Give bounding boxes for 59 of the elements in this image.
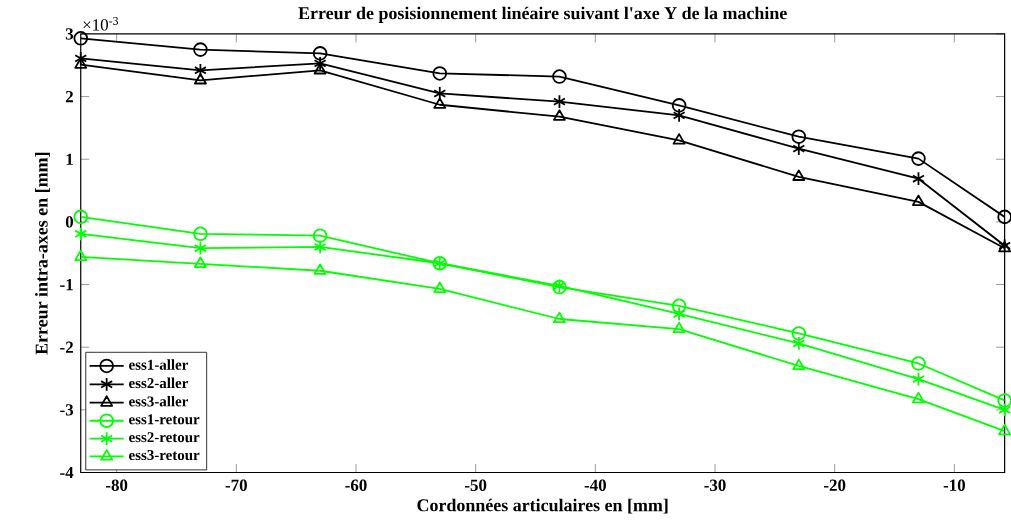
legend-label: ess1-retour	[129, 414, 200, 425]
point	[792, 169, 806, 181]
legend-label: ess1-aller	[129, 359, 189, 370]
point	[998, 402, 1011, 417]
point	[432, 66, 448, 81]
x-tick-label: -30	[704, 479, 726, 491]
x-tick-label: -70	[225, 479, 247, 491]
point	[792, 358, 806, 370]
y-tick-label: -4	[60, 466, 74, 478]
point	[672, 107, 686, 123]
point	[74, 226, 88, 241]
legend-label: ess2-aller	[129, 377, 189, 389]
y-tick-label: 0	[65, 216, 74, 228]
point	[792, 336, 806, 351]
x-tick-label: -20	[824, 479, 846, 491]
point	[672, 133, 686, 145]
point	[74, 249, 88, 261]
point	[73, 209, 89, 225]
y-tick-label: -3	[60, 404, 74, 416]
point	[193, 226, 208, 241]
chart-title: Erreur de posisionnement linéaire suivant l'axe Y de la machine	[298, 6, 787, 23]
x-tick-label: -80	[105, 479, 128, 491]
point	[671, 97, 687, 113]
point	[552, 69, 567, 84]
y-tick-label: 2	[65, 90, 73, 103]
point	[911, 151, 926, 166]
y-tick-label: 3	[65, 28, 74, 40]
point	[912, 371, 925, 387]
x-tick-label: -10	[943, 479, 965, 491]
point	[313, 55, 327, 71]
point	[912, 391, 925, 404]
point	[553, 311, 566, 323]
point	[193, 42, 208, 57]
point	[912, 194, 925, 206]
legend-label: ess2-retour	[129, 432, 200, 443]
x-axis-title: Cordonnées articulaires en [mm]	[417, 498, 668, 514]
point	[433, 281, 447, 293]
point	[791, 325, 807, 341]
y-tick-label: -1	[60, 278, 73, 290]
text: ×10$^{-3}$	[83, 16, 119, 31]
point	[791, 129, 807, 144]
point	[312, 45, 328, 61]
point	[312, 228, 328, 243]
point	[313, 239, 327, 255]
point	[792, 141, 806, 156]
point	[73, 30, 89, 46]
legend-label: ess3-aller	[129, 395, 189, 407]
legend-label: ess3-retour	[129, 449, 200, 460]
x-tick-label: -50	[465, 479, 487, 491]
point	[671, 298, 687, 313]
point	[313, 263, 327, 275]
point	[998, 423, 1011, 436]
y-tick-label: 1	[66, 153, 73, 165]
point	[912, 171, 925, 186]
x-tick-label: -40	[584, 479, 606, 491]
point	[911, 356, 926, 371]
y-axis-title: Erreur intra-axes en [mm]	[35, 152, 50, 355]
x-tick-label: -60	[345, 479, 367, 491]
y-tick-label: -2	[60, 341, 73, 353]
